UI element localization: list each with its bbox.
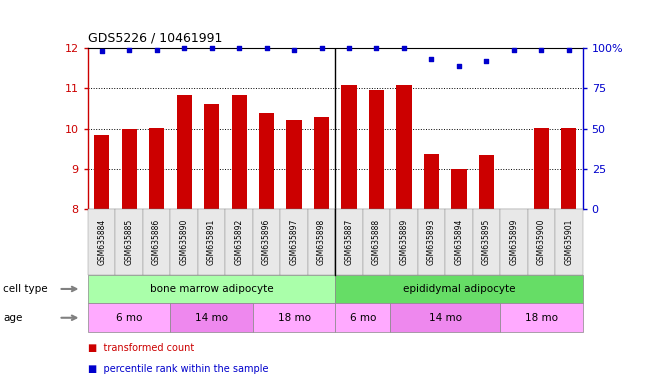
Text: GSM635893: GSM635893	[427, 219, 436, 265]
Text: GSM635892: GSM635892	[234, 219, 243, 265]
Bar	[94, 135, 109, 209]
Text: GSM635886: GSM635886	[152, 219, 161, 265]
Bar	[232, 95, 247, 209]
Text: GSM635884: GSM635884	[97, 219, 106, 265]
Text: GSM635897: GSM635897	[290, 219, 299, 265]
Point	[179, 45, 189, 51]
Bar	[149, 128, 164, 209]
Bar	[451, 169, 467, 209]
Text: GSM635895: GSM635895	[482, 219, 491, 265]
Point	[344, 45, 354, 51]
Text: GSM635889: GSM635889	[400, 219, 408, 265]
Point	[564, 46, 574, 53]
Text: GSM635890: GSM635890	[180, 219, 189, 265]
Text: GSM635885: GSM635885	[124, 219, 133, 265]
Point	[371, 45, 381, 51]
Text: 6 mo: 6 mo	[350, 313, 376, 323]
Text: 18 mo: 18 mo	[525, 313, 558, 323]
Text: epididymal adipocyte: epididymal adipocyte	[403, 284, 515, 294]
Text: GSM635899: GSM635899	[510, 219, 518, 265]
Bar	[259, 113, 274, 209]
Text: GSM635896: GSM635896	[262, 219, 271, 265]
Bar	[286, 120, 301, 209]
Text: GSM635900: GSM635900	[537, 218, 546, 265]
Point	[399, 45, 409, 51]
Point	[508, 46, 519, 53]
Point	[261, 45, 271, 51]
Text: 14 mo: 14 mo	[195, 313, 228, 323]
Bar	[314, 118, 329, 209]
Text: bone marrow adipocyte: bone marrow adipocyte	[150, 284, 273, 294]
Text: GSM635891: GSM635891	[207, 219, 216, 265]
Bar	[561, 128, 577, 209]
Text: age: age	[3, 313, 23, 323]
Text: ■  transformed count: ■ transformed count	[88, 343, 194, 353]
Text: cell type: cell type	[3, 284, 48, 294]
Bar	[479, 155, 494, 209]
Text: GSM635901: GSM635901	[564, 219, 574, 265]
Point	[481, 58, 492, 64]
Bar	[424, 154, 439, 209]
Text: GSM635894: GSM635894	[454, 219, 464, 265]
Point	[96, 48, 107, 54]
Point	[124, 46, 134, 53]
Point	[536, 46, 547, 53]
Text: GSM635898: GSM635898	[317, 219, 326, 265]
Bar	[176, 95, 191, 209]
Point	[454, 63, 464, 69]
Text: ■  percentile rank within the sample: ■ percentile rank within the sample	[88, 364, 268, 374]
Bar	[341, 86, 357, 209]
Point	[289, 46, 299, 53]
Bar	[396, 86, 411, 209]
Bar	[122, 129, 137, 209]
Point	[426, 56, 437, 62]
Text: GDS5226 / 10461991: GDS5226 / 10461991	[88, 31, 222, 44]
Bar	[204, 104, 219, 209]
Text: 6 mo: 6 mo	[116, 313, 143, 323]
Bar	[369, 89, 384, 209]
Text: 14 mo: 14 mo	[429, 313, 462, 323]
Text: GSM635888: GSM635888	[372, 219, 381, 265]
Point	[206, 45, 217, 51]
Bar	[534, 128, 549, 209]
Point	[152, 46, 162, 53]
Text: GSM635887: GSM635887	[344, 219, 353, 265]
Point	[234, 45, 244, 51]
Text: 18 mo: 18 mo	[277, 313, 311, 323]
Point	[316, 45, 327, 51]
